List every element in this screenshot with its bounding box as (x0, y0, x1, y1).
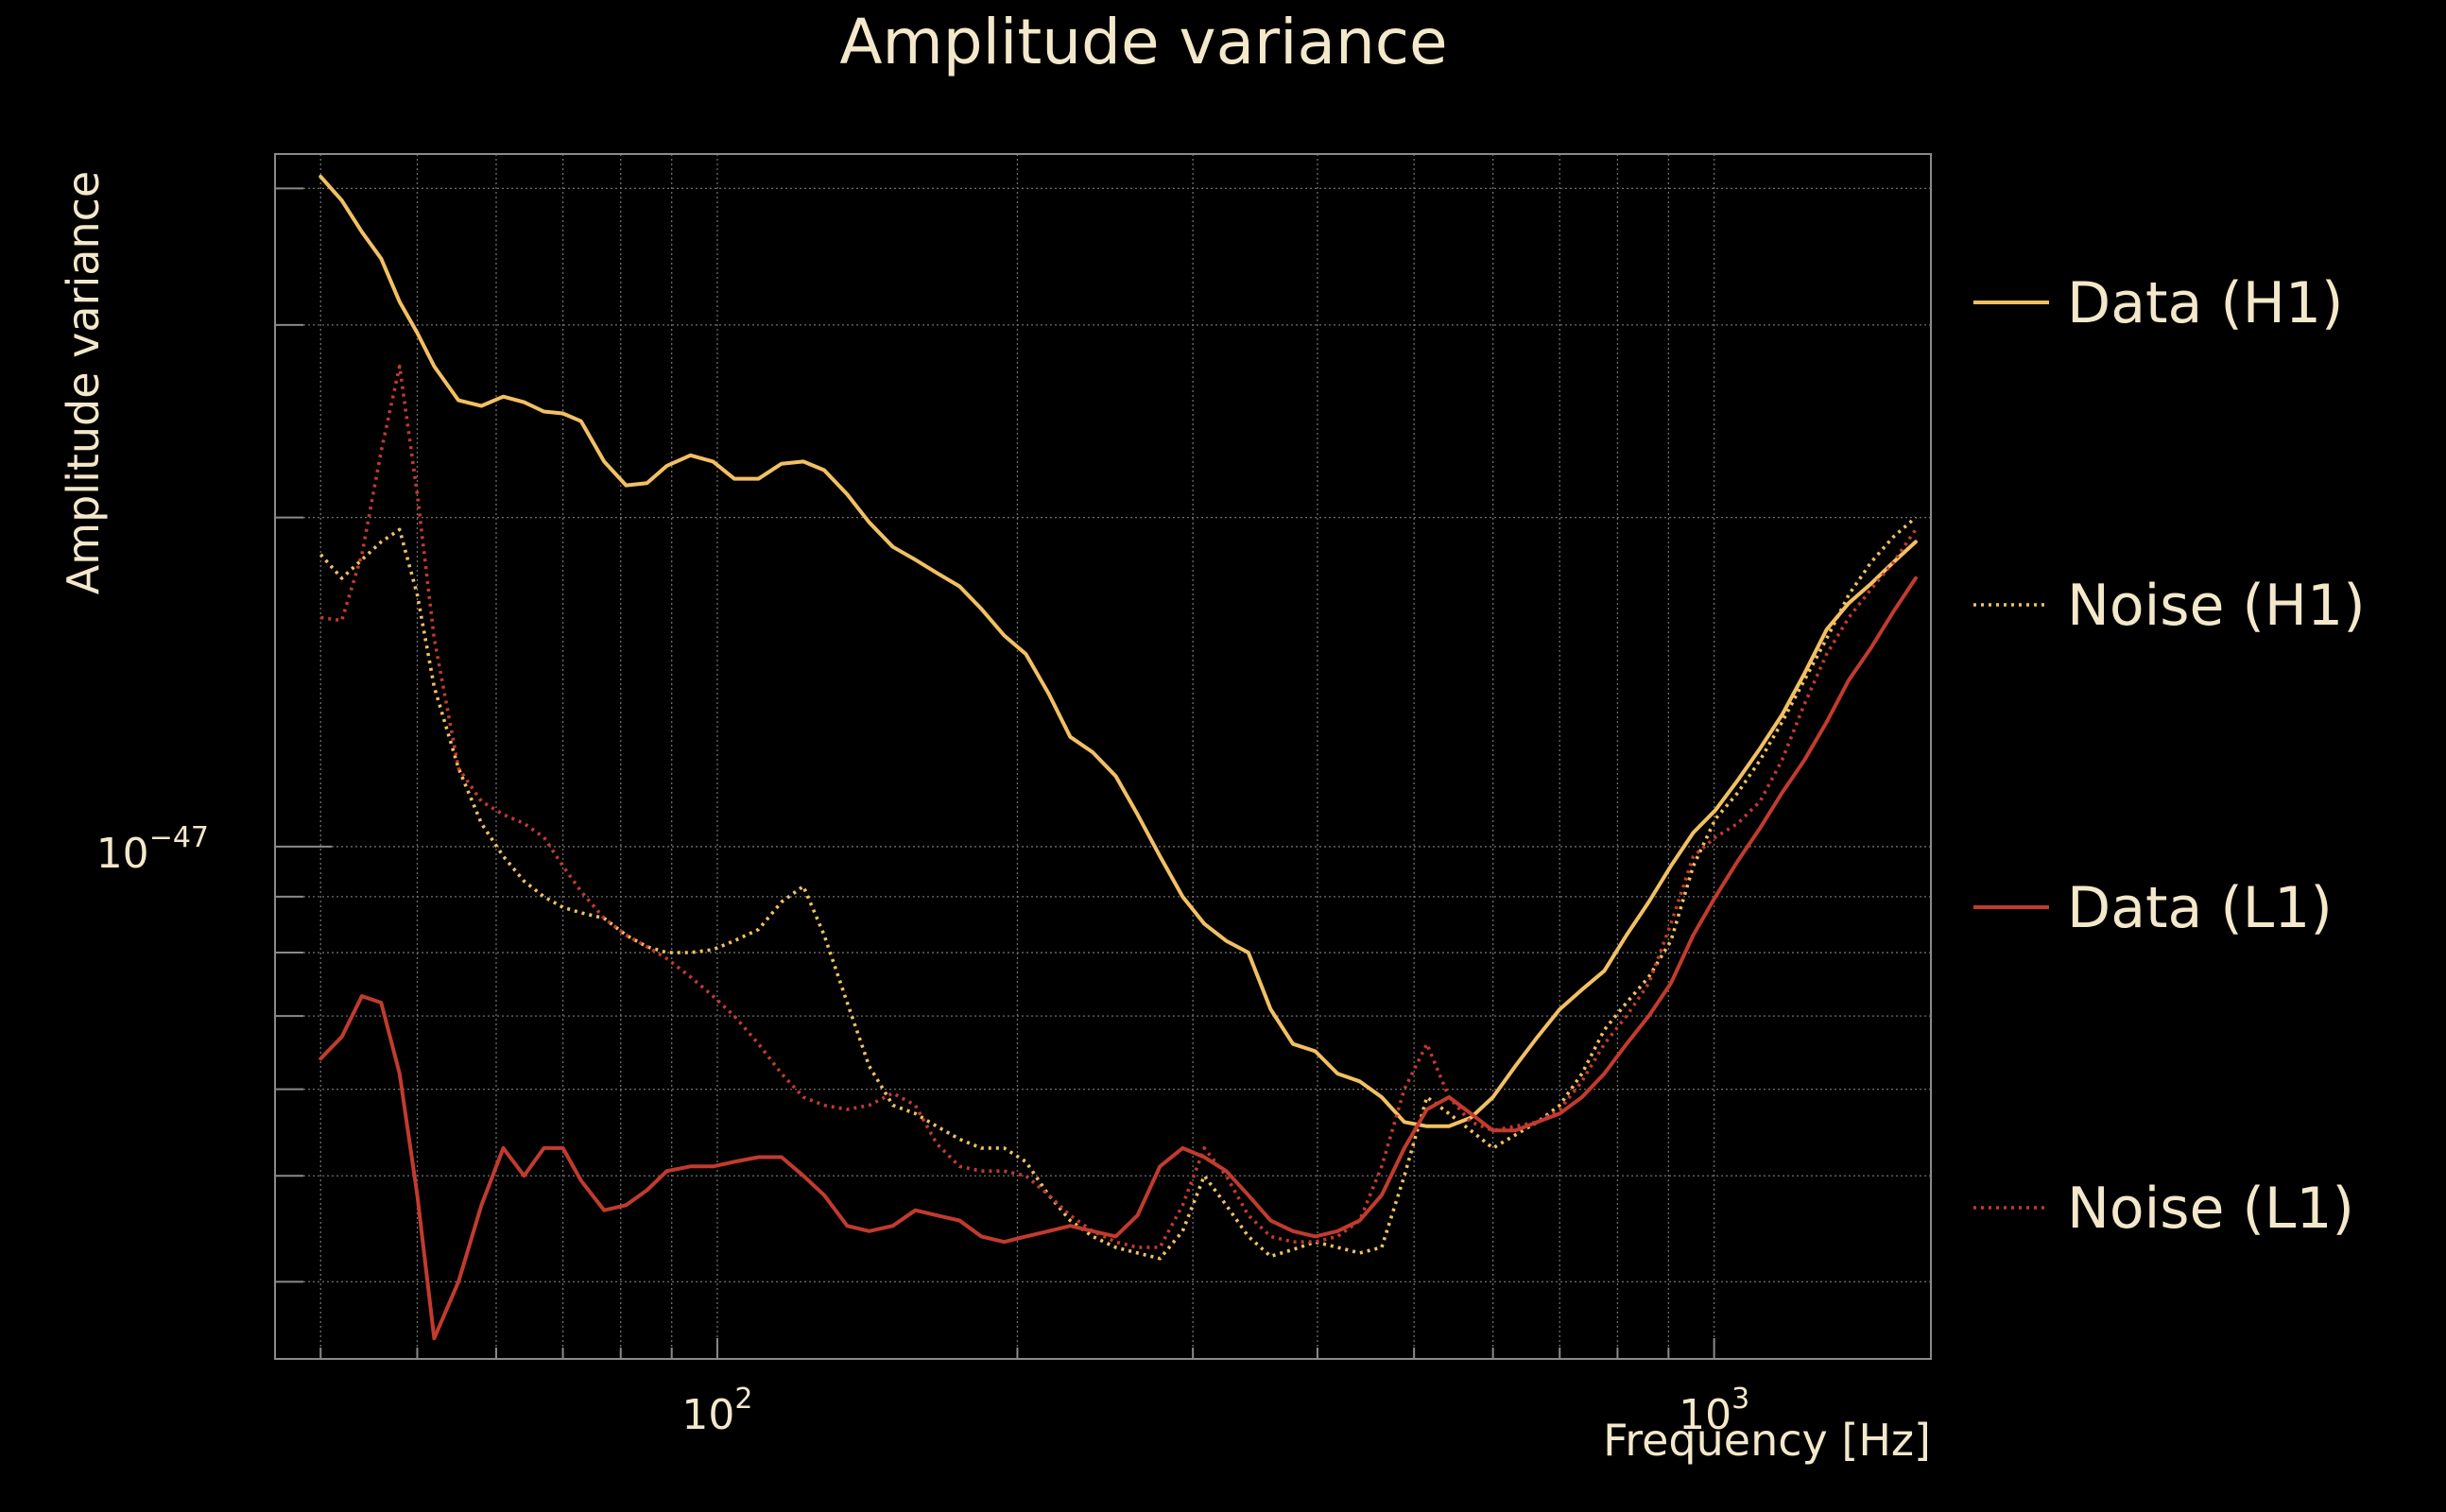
series-line-noise-l1 (320, 364, 1918, 1249)
chart-title: Amplitude variance (839, 6, 1447, 78)
legend-label: Noise (L1) (2067, 1176, 2354, 1242)
series-layer (319, 174, 1918, 1341)
series-line-data-h1 (319, 174, 1918, 1128)
x-axis-label: Frequency [Hz] (1603, 1415, 1931, 1466)
legend-label: Data (L1) (2067, 875, 2333, 941)
plot-area (274, 153, 1932, 1360)
series-line-noise-h1 (319, 516, 1918, 1261)
grid (275, 154, 1931, 1359)
legend: Data (H1) Noise (H1) Data (L1) Noise (L1) (1973, 270, 2366, 1242)
legend-label: Noise (H1) (2067, 573, 2366, 639)
legend-label: Data (H1) (2067, 270, 2343, 336)
series-line-data-l1 (319, 576, 1918, 1341)
y-axis-label: Amplitude variance (58, 171, 109, 594)
